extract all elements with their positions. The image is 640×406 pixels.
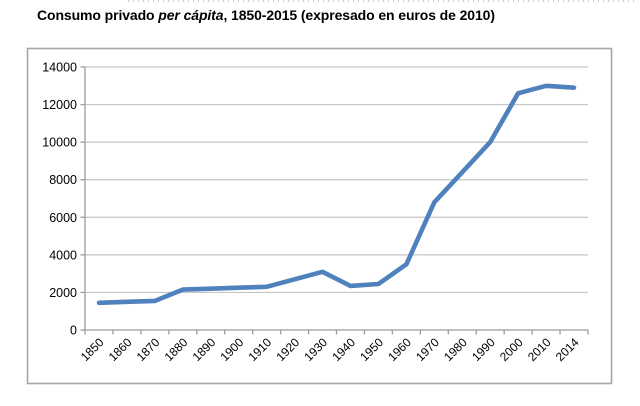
chart-title-suffix: , 1850-2015 (expresado en euros de 2010) [223,7,495,23]
y-axis-label: 8000 [49,173,77,187]
y-axis-label: 0 [70,324,77,338]
y-axis-label: 10000 [42,136,77,150]
screenshot-edge-artifact [128,0,638,2]
chart-title: Consumo privado per cápita, 1850-2015 (e… [37,7,495,23]
data-line [96,83,577,306]
y-axis-label: 12000 [42,98,77,112]
chart-title-prefix: Consumo privado [37,7,159,23]
y-axis-label: 4000 [49,248,77,262]
chart-title-italic: per cápita [158,7,224,23]
plot-border [26,47,613,385]
y-axis-label: 14000 [42,61,77,75]
y-axis-label: 6000 [49,211,77,225]
y-axis-label: 2000 [49,286,77,300]
